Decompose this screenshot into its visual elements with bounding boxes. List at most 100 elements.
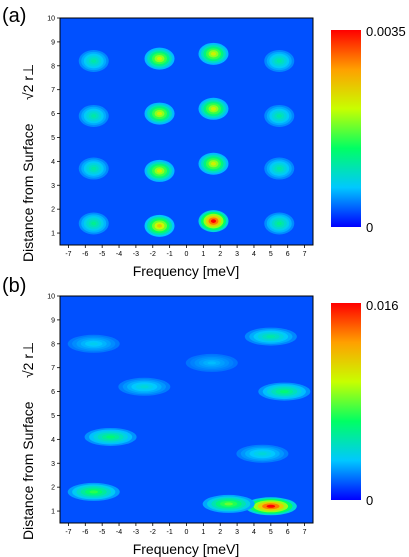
- panel-b-heatmap-contour: [106, 435, 115, 439]
- panel-b-heatmap-peak: [202, 494, 255, 513]
- panel-a-x-axis-label: Frequency [meV]: [133, 263, 240, 279]
- panel-b-y-tick-label: 9: [51, 317, 55, 324]
- panel-b-x-tick-label: -5: [99, 529, 105, 536]
- panel-b-x-axis-label: Frequency [meV]: [133, 541, 240, 557]
- panel-a-label: (a): [2, 5, 26, 27]
- panel-b-x-tick-label: 6: [286, 529, 290, 536]
- panel-b: (b) -7 -6 -5 -4 -3 -2 -1 0 1 2 3 4 5 6 7 1 2 3 4 5 6 7 8 9 10 F…: [2, 275, 399, 557]
- panel-a-heatmap-peak: [198, 97, 229, 120]
- panel-a-heatmap-contour: [276, 166, 282, 171]
- panel-a-heatmap-peak: [78, 50, 109, 73]
- panel-a-x-tick-label: 4: [252, 251, 256, 258]
- panel-b-y-axis-label: Distance from Surface: [20, 401, 36, 540]
- panel-a-heatmap-contour: [210, 161, 216, 166]
- panel-b-heatmap-contour: [89, 490, 99, 494]
- panel-a-x-tick-label: -5: [99, 251, 105, 258]
- panel-a-heatmap-contour: [276, 59, 282, 63]
- panel-a-heatmap-contour: [157, 169, 163, 173]
- panel-b-y-tick-label: 5: [51, 413, 55, 420]
- panel-a-heatmap-contour: [157, 224, 163, 228]
- panel-b-heatmap-peak: [67, 482, 120, 501]
- panel-a-y-tick-label: 3: [51, 183, 55, 190]
- panel-a-y-tick-label: 8: [51, 63, 55, 70]
- panel-a-heatmap-peak: [264, 212, 295, 235]
- panel-a-y-tick-label: 5: [51, 135, 55, 142]
- panel-a-y-tick-label: 4: [51, 159, 55, 166]
- panel-b-heatmap-contour: [258, 452, 267, 456]
- panel-b-heatmap-contour: [266, 335, 276, 339]
- panel-a-x-tick-label: 3: [235, 251, 239, 258]
- panel-a-heatmap-contour: [276, 221, 282, 226]
- panel-b-heatmap-peak: [236, 444, 289, 463]
- panel-b-x-tick-label: -7: [65, 529, 71, 536]
- panel-b-x-tick-label: -4: [116, 529, 122, 536]
- panel-b-x-tick-label: -6: [82, 529, 88, 536]
- panel-b-colorbar-min: 0: [366, 493, 373, 508]
- panel-a-heatmap-contour: [91, 221, 97, 226]
- panel-a-heatmap-peak: [144, 47, 175, 70]
- panel-b-heatmap-peak: [244, 497, 297, 516]
- panel-a-x-tick-label: -1: [167, 251, 173, 258]
- panel-a-heatmap-peak: [78, 157, 109, 180]
- panel-a-heatmap-peak: [198, 210, 229, 233]
- panel-b-y-tick-label: 4: [51, 437, 55, 444]
- panel-b-heatmap-peak: [67, 334, 120, 353]
- panel-b-heatmap-contour: [89, 342, 99, 346]
- panel-b-heatmap-peak: [118, 377, 171, 396]
- panel-a-heatmap-contour: [276, 114, 282, 118]
- panel-b-heatmap-contour: [207, 361, 217, 365]
- panel-a-y-tick-label: 1: [51, 231, 55, 238]
- panel-a-y-tick-label: 9: [51, 39, 55, 46]
- panel-a-y-axis-math: √2 r⊥: [20, 64, 36, 100]
- panel-a-x-tick-label: 7: [303, 251, 307, 258]
- panel-a-y-axis-label: Distance from Surface: [20, 123, 36, 262]
- panel-a: (a) -7 -6 -5 -4 -3 -2 -1 0 1 2 3 4 5 6 7 1 2 3 4 5 6 7 8 9 10 F…: [2, 5, 406, 279]
- panel-a-heatmap-contour: [210, 52, 216, 56]
- panel-a-heatmap-peak: [264, 50, 295, 73]
- panel-b-label: (b): [2, 275, 26, 297]
- panel-b-y-tick-label: 7: [51, 365, 55, 372]
- panel-a-x-tick-label: -2: [150, 251, 156, 258]
- panel-b-heatmap-peak: [244, 327, 297, 346]
- panel-b-y-tick-label: 2: [51, 485, 55, 492]
- panel-b-heatmap-contour: [266, 504, 276, 508]
- panel-a-heatmap-peak: [264, 157, 295, 180]
- panel-a-heatmap-peak: [144, 102, 175, 125]
- panel-a-x-tick-label: -6: [82, 251, 88, 258]
- panel-b-y-tick-label: 3: [51, 461, 55, 468]
- panel-b-heatmap-peak: [84, 427, 137, 446]
- panel-a-x-tick-label: -3: [133, 251, 139, 258]
- panel-b-x-ticks: -7 -6 -5 -4 -3 -2 -1 0 1 2 3 4 5 6 7: [65, 523, 307, 536]
- panel-b-x-tick-label: 0: [185, 529, 189, 536]
- panel-a-heatmap-peak: [78, 212, 109, 235]
- panel-a-x-tick-label: -4: [116, 251, 122, 258]
- panel-b-x-tick-label: 5: [269, 529, 273, 536]
- panel-a-x-tick-label: 0: [185, 251, 189, 258]
- panel-b-x-tick-label: 7: [303, 529, 307, 536]
- panel-b-x-tick-label: 2: [218, 529, 222, 536]
- panel-b-x-tick-label: 4: [252, 529, 256, 536]
- panel-a-heatmap-peak: [78, 104, 109, 127]
- panel-b-y-tick-label: 10: [47, 294, 55, 301]
- panel-a-y-tick-label: 6: [51, 111, 55, 118]
- panel-a-y-tick-label: 2: [51, 207, 55, 214]
- panel-a-x-ticks: -7 -6 -5 -4 -3 -2 -1 0 1 2 3 4 5 6 7: [65, 245, 307, 258]
- panel-b-x-tick-label: -1: [167, 529, 173, 536]
- panel-b-x-tick-label: -2: [150, 529, 156, 536]
- panel-b-y-tick-label: 1: [51, 509, 55, 516]
- panel-a-colorbar: [331, 30, 361, 227]
- panel-a-heatmap-contour: [210, 219, 216, 223]
- panel-b-y-tick-label: 8: [51, 341, 55, 348]
- panel-b-y-ticks: 1 2 3 4 5 6 7 8 9 10: [47, 294, 60, 516]
- panel-a-colorbar-max: 0.0035: [366, 24, 406, 39]
- panel-a-x-tick-label: 6: [286, 251, 290, 258]
- panel-b-x-tick-label: 3: [235, 529, 239, 536]
- panel-a-heatmap-contour: [91, 59, 97, 63]
- panel-b-heatmap-peak: [258, 382, 311, 401]
- panel-a-y-tick-label: 7: [51, 87, 55, 94]
- panel-a-x-tick-label: 1: [201, 251, 205, 258]
- panel-a-heatmap-peak: [264, 104, 295, 127]
- panel-b-heatmap-contour: [224, 502, 234, 506]
- panel-b-heatmap-contour: [279, 390, 289, 394]
- panel-a-heatmap-peak: [144, 214, 175, 237]
